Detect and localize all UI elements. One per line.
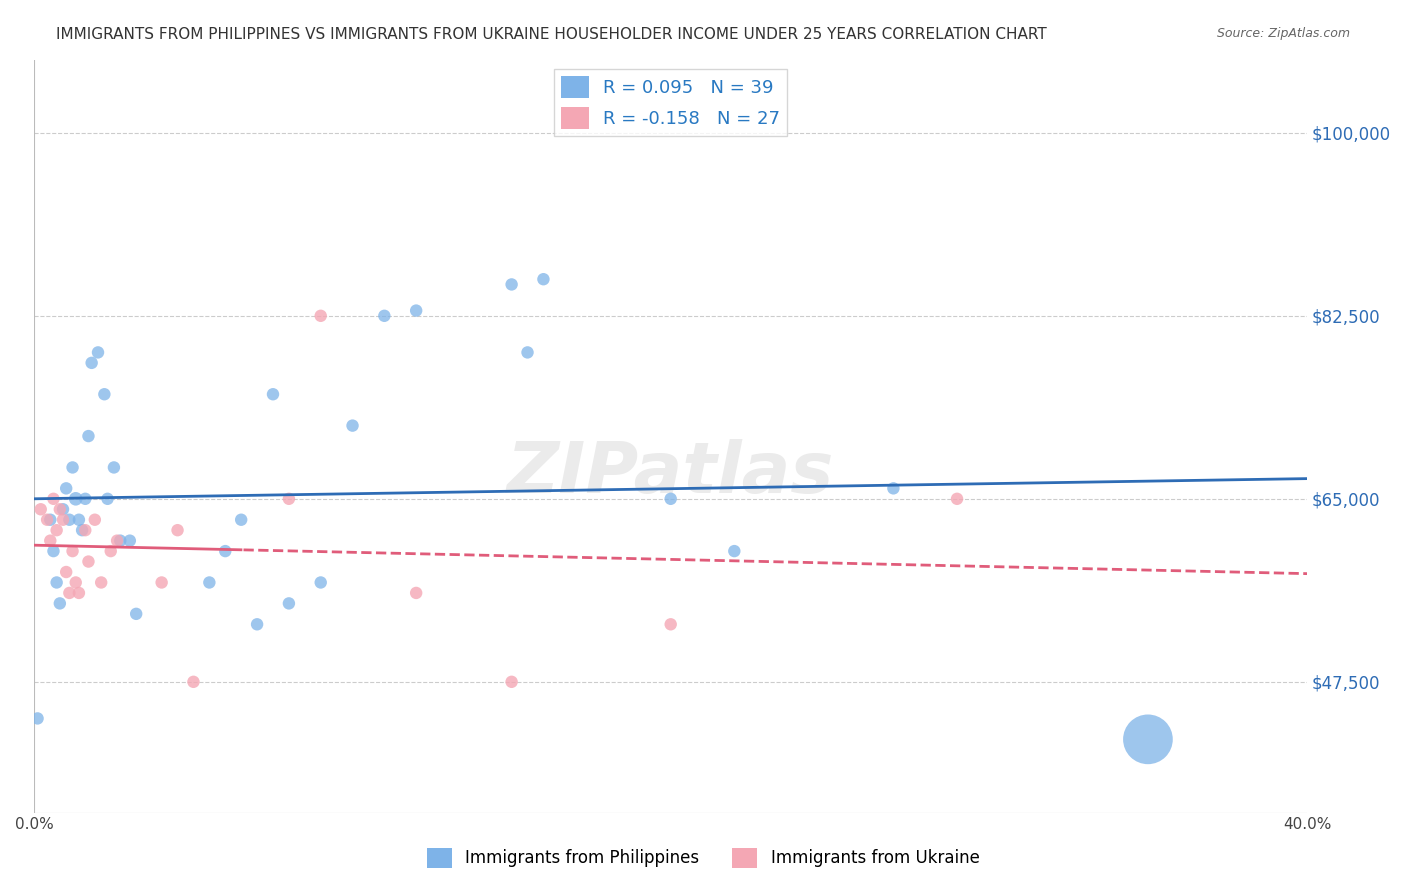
Point [65,491,87,506]
Point [58,586,80,600]
Point [65,575,87,590]
Point [166,523,188,537]
Point [231,513,253,527]
Point [37,513,59,527]
Point [49,502,72,516]
Point [125,607,148,621]
Legend: R = 0.095   N = 39, R = -0.158   N = 27: R = 0.095 N = 39, R = -0.158 N = 27 [554,69,787,136]
Point [87,345,110,359]
Point [723,544,745,558]
Point [516,345,538,359]
Point [150,575,173,590]
Point [96,491,118,506]
Point [103,460,125,475]
Point [882,481,904,495]
Text: IMMIGRANTS FROM PHILIPPINES VS IMMIGRANTS FROM UKRAINE HOUSEHOLDER INCOME UNDER : IMMIGRANTS FROM PHILIPPINES VS IMMIGRANT… [56,27,1047,42]
Point [77,429,100,443]
Point [501,674,523,689]
Point [100,544,122,558]
Point [52,502,75,516]
Point [309,575,332,590]
Point [214,544,236,558]
Point [80,356,103,370]
Point [52,513,75,527]
Point [30,502,52,516]
Point [262,387,284,401]
Point [83,513,105,527]
Point [27,711,49,725]
Point [198,575,221,590]
Point [70,523,93,537]
Point [75,491,97,506]
Text: ZIPatlas: ZIPatlas [508,439,834,508]
Point [659,491,682,506]
Legend: Immigrants from Philippines, Immigrants from Ukraine: Immigrants from Philippines, Immigrants … [420,841,986,875]
Point [67,586,90,600]
Point [67,513,90,527]
Point [277,596,299,610]
Point [55,481,77,495]
Point [58,513,80,527]
Point [342,418,364,433]
Point [659,617,682,632]
Point [62,544,84,558]
Point [55,565,77,579]
Point [45,575,67,590]
Point [405,586,427,600]
Point [246,617,269,632]
Point [105,533,128,548]
Point [501,277,523,292]
Point [183,674,205,689]
Point [277,491,299,506]
Point [110,533,132,548]
Point [946,491,969,506]
Point [75,523,97,537]
Point [45,523,67,537]
Point [62,460,84,475]
Point [39,533,62,548]
Point [42,544,65,558]
Point [309,309,332,323]
Point [42,491,65,506]
Point [1136,732,1159,747]
Point [373,309,395,323]
Point [39,513,62,527]
Point [49,596,72,610]
Text: Source: ZipAtlas.com: Source: ZipAtlas.com [1216,27,1350,40]
Point [77,555,100,569]
Point [90,575,112,590]
Point [118,533,141,548]
Point [405,303,427,318]
Point [93,387,115,401]
Point [533,272,555,286]
